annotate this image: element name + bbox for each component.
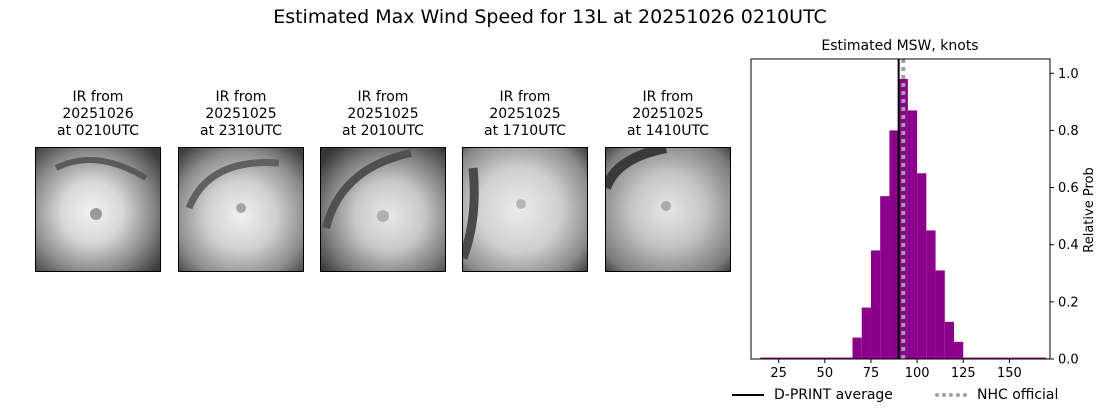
chart-title: Estimated MSW, knots bbox=[821, 38, 978, 54]
ir-panel-2: IR from 20251025 at 2310UTC bbox=[178, 89, 304, 272]
chart-legend: D-PRINT average NHC official bbox=[728, 387, 1100, 407]
legend-item-nhc: NHC official bbox=[935, 387, 1058, 403]
x-tick-label: 100 bbox=[905, 366, 930, 381]
histogram-bar bbox=[769, 357, 779, 359]
histogram-bar bbox=[843, 357, 853, 359]
histogram-bar bbox=[1000, 357, 1010, 359]
ir-panel-5: IR from 20251025 at 1410UTC bbox=[605, 89, 731, 272]
ir-satellite-image bbox=[178, 147, 304, 272]
plot-frame bbox=[750, 58, 1051, 360]
ir-panel-title: IR from 20251025 at 1710UTC bbox=[484, 89, 566, 139]
histogram-bar bbox=[760, 357, 770, 359]
histogram-bar bbox=[981, 357, 991, 359]
histogram-bar bbox=[778, 357, 788, 359]
x-tick-label: 25 bbox=[770, 366, 787, 381]
histogram-bar bbox=[870, 250, 881, 359]
histogram-bar bbox=[963, 357, 973, 359]
ir-satellite-image bbox=[35, 147, 161, 272]
x-tick-label: 50 bbox=[817, 366, 834, 381]
ir-panel-title: IR from 20251025 at 1410UTC bbox=[627, 89, 709, 139]
histogram-bar bbox=[990, 357, 1001, 359]
ir-panel-title: IR from 20251026 at 0210UTC bbox=[57, 89, 139, 139]
legend-dotted-line-icon bbox=[935, 393, 967, 397]
legend-label: NHC official bbox=[977, 387, 1059, 403]
y-axis-ticks: 0.0 0.2 0.4 0.6 0.8 1.0 bbox=[1050, 67, 1079, 368]
x-tick-label: 150 bbox=[997, 366, 1022, 381]
histogram-bar bbox=[824, 357, 835, 359]
figure-title: Estimated Max Wind Speed for 13L at 2025… bbox=[273, 6, 827, 28]
x-tick-label: 75 bbox=[863, 366, 880, 381]
ir-panel-3: IR from 20251025 at 2010UTC bbox=[320, 89, 446, 272]
histogram-bar bbox=[852, 337, 862, 359]
histogram-bar bbox=[972, 357, 982, 359]
y-tick-label: 0.2 bbox=[1058, 295, 1079, 310]
histogram-bar bbox=[944, 321, 955, 359]
vertical-markers bbox=[897, 59, 906, 359]
x-axis-ticks: 25 50 75 100 125 150 bbox=[770, 359, 1022, 381]
ir-panel-title: IR from 20251025 at 2310UTC bbox=[200, 89, 282, 139]
y-axis-label: Relative Prob bbox=[1082, 167, 1097, 252]
histogram-bar bbox=[1037, 357, 1047, 359]
y-tick-label: 1.0 bbox=[1058, 67, 1079, 82]
histogram-bar bbox=[935, 270, 945, 359]
histogram-bar bbox=[907, 110, 918, 359]
ir-satellite-image bbox=[605, 147, 731, 272]
y-tick-label: 0.0 bbox=[1058, 353, 1079, 368]
histogram-bar bbox=[1009, 357, 1019, 359]
histogram-bar bbox=[806, 357, 816, 359]
histogram-bar bbox=[926, 230, 936, 359]
histogram-bar bbox=[1018, 357, 1028, 359]
histogram-bar bbox=[861, 307, 871, 359]
ir-satellite-image bbox=[320, 147, 446, 272]
x-tick-label: 125 bbox=[951, 366, 976, 381]
histogram-bar bbox=[815, 357, 825, 359]
legend-label: D-PRINT average bbox=[774, 387, 893, 403]
ir-panel-title: IR from 20251025 at 2010UTC bbox=[342, 89, 424, 139]
histogram-bar bbox=[889, 130, 899, 359]
y-tick-label: 0.6 bbox=[1058, 181, 1079, 196]
histogram-bar bbox=[834, 357, 844, 359]
histogram-bar bbox=[954, 341, 964, 359]
legend-solid-line-icon bbox=[732, 394, 764, 396]
y-tick-label: 0.8 bbox=[1058, 124, 1079, 139]
histogram-bar bbox=[1027, 357, 1038, 359]
ir-panel-4: IR from 20251025 at 1710UTC bbox=[462, 89, 588, 272]
histogram-bar bbox=[917, 173, 927, 359]
y-tick-label: 0.4 bbox=[1058, 238, 1079, 253]
histogram-bar bbox=[787, 357, 798, 359]
legend-item-dprint: D-PRINT average bbox=[732, 387, 893, 403]
histogram-bar bbox=[797, 357, 807, 359]
histogram-bar bbox=[880, 196, 890, 359]
ir-panel-1: IR from 20251026 at 0210UTC bbox=[35, 89, 161, 272]
ir-satellite-image bbox=[462, 147, 588, 272]
